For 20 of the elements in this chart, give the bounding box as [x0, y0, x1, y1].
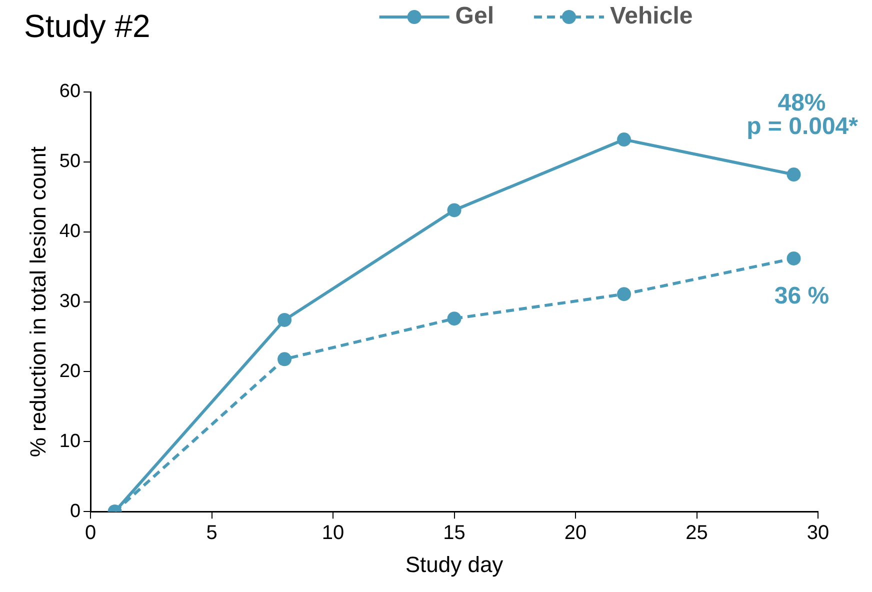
x-tick-label: 25	[686, 522, 708, 544]
chart-title: Study #2	[24, 8, 150, 44]
x-tick-label: 20	[564, 522, 587, 544]
x-tick-label: 30	[806, 522, 830, 544]
x-tick-label: 5	[206, 522, 218, 544]
y-axis-title: % reduction in total lesion count	[25, 146, 50, 458]
y-tick-label: 50	[59, 151, 81, 172]
x-tick-label: 15	[443, 522, 466, 544]
legend-label: Gel	[455, 2, 494, 30]
y-tick-label: 40	[59, 221, 81, 242]
legend-label: Vehicle	[610, 2, 693, 30]
data-label: 36 %	[774, 282, 830, 310]
y-tick-label: 20	[59, 360, 81, 382]
x-tick-label: 0	[84, 522, 96, 544]
x-axis-title: Study day	[405, 552, 504, 577]
y-tick-label: 10	[59, 430, 81, 452]
y-tick-label: 30	[59, 291, 81, 312]
y-tick-label: 0	[70, 500, 81, 522]
y-tick-label: 60	[59, 81, 81, 102]
x-tick-label: 10	[322, 522, 344, 544]
